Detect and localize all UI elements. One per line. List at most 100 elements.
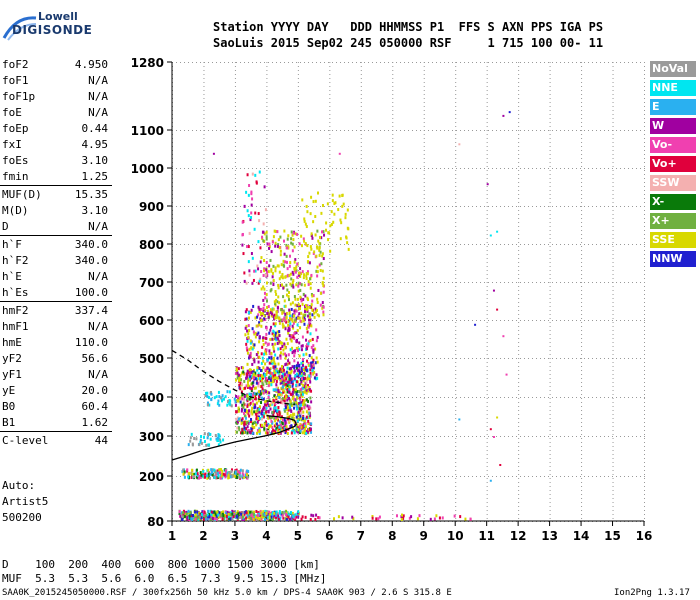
grid-dot — [360, 320, 361, 321]
grid-dot — [372, 206, 373, 207]
grid-dot — [600, 168, 601, 169]
grid-dot — [592, 476, 593, 477]
grid-dot — [455, 198, 457, 199]
grid-dot — [360, 438, 362, 439]
grid-dot — [360, 326, 362, 327]
grid-dot — [486, 126, 488, 127]
grid-dot — [472, 320, 473, 321]
echo-mark — [285, 429, 288, 433]
grid-dot — [388, 206, 389, 207]
echo-mark — [253, 386, 256, 390]
grid-dot — [549, 86, 551, 87]
param-value: 4.950 — [74, 58, 108, 71]
grid-dot — [348, 130, 349, 131]
echo-mark — [263, 352, 266, 356]
grid-dot — [455, 278, 457, 279]
grid-dot — [612, 310, 614, 311]
grid-dot — [549, 70, 551, 71]
echo-mark — [288, 382, 291, 386]
grid-dot — [455, 170, 457, 171]
grid-dot — [616, 358, 617, 359]
grid-dot — [612, 350, 614, 351]
grid-dot — [332, 62, 333, 63]
grid-dot — [329, 254, 331, 255]
grid-dot — [612, 290, 614, 291]
grid-dot — [455, 214, 457, 215]
grid-dot — [360, 358, 361, 359]
echo-mark — [281, 418, 284, 422]
grid-dot — [203, 466, 205, 467]
echo-mark — [293, 402, 296, 406]
grid-dot — [203, 182, 205, 183]
grid-dot — [360, 466, 362, 467]
grid-dot — [423, 86, 425, 87]
echo-mark — [297, 394, 300, 398]
echo-mark — [252, 394, 255, 398]
grid-dot — [224, 130, 225, 131]
grid-dot — [234, 230, 236, 231]
echo-mark — [308, 385, 311, 389]
grid-dot — [455, 402, 457, 403]
echo-mark — [255, 324, 258, 328]
grid-dot — [204, 168, 205, 169]
grid-dot — [372, 62, 373, 63]
grid-dot — [564, 358, 565, 359]
grid-dot — [556, 62, 557, 63]
echo-mark — [275, 367, 278, 371]
grid-dot — [203, 158, 205, 159]
grid-dot — [644, 90, 645, 91]
grid-dot — [203, 394, 205, 395]
grid-dot — [392, 394, 394, 395]
grid-dot — [455, 98, 457, 99]
grid-dot — [388, 320, 389, 321]
grid-dot — [360, 286, 362, 287]
grid-dot — [644, 450, 645, 451]
grid-dot — [203, 134, 205, 135]
grid-dot — [644, 502, 645, 503]
grid-dot — [584, 130, 585, 131]
grid-dot — [203, 290, 205, 291]
grid-dot — [455, 206, 457, 207]
grid-dot — [184, 436, 185, 437]
grid-dot — [455, 490, 457, 491]
echo-mark — [271, 425, 274, 429]
grid-dot — [360, 90, 362, 91]
grid-dot — [455, 322, 457, 323]
grid-dot — [423, 142, 425, 143]
grid-dot — [584, 282, 585, 283]
echo-mark — [245, 410, 248, 414]
grid-dot — [548, 476, 549, 477]
grid-dot — [518, 446, 520, 447]
echo-mark — [315, 328, 318, 332]
grid-dot — [472, 397, 473, 398]
grid-dot — [540, 244, 541, 245]
grid-dot — [234, 454, 236, 455]
grid-dot — [392, 410, 394, 411]
grid-dot — [476, 476, 477, 477]
echo-mark — [246, 421, 249, 425]
echo-mark — [302, 423, 305, 427]
grid-dot — [549, 106, 551, 107]
grid-dot — [612, 102, 614, 103]
echo-mark — [305, 389, 308, 393]
grid-dot — [518, 126, 520, 127]
echo-mark — [244, 326, 247, 330]
grid-dot — [518, 482, 520, 483]
echo-mark — [269, 374, 272, 378]
grid-dot — [268, 282, 269, 283]
param-value: 20.0 — [81, 384, 109, 397]
grid-dot — [329, 326, 331, 327]
grid-dot — [360, 214, 362, 215]
grid-dot — [360, 82, 362, 83]
grid-dot — [392, 262, 394, 263]
grid-dot — [486, 102, 488, 103]
echo-mark — [277, 243, 280, 247]
grid-dot — [360, 86, 362, 87]
grid-dot — [496, 244, 497, 245]
grid-dot — [496, 436, 497, 437]
grid-dot — [212, 206, 213, 207]
grid-dot — [484, 358, 485, 359]
grid-dot — [188, 130, 189, 131]
echo-mark — [312, 350, 315, 354]
grid-dot — [208, 320, 209, 321]
